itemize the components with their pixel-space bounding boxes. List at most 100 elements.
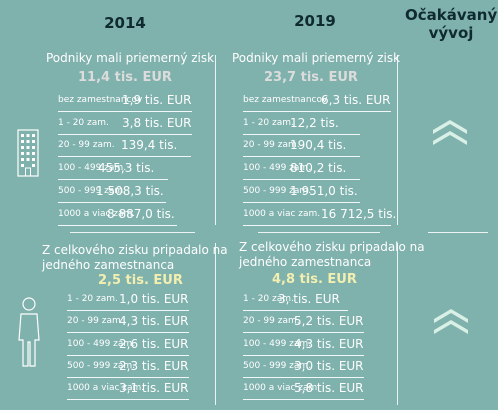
bottom-left-total: 2,5 tis. EUR xyxy=(98,273,183,288)
list-item: 1000 a viac zam. 16 712,5 tis. xyxy=(243,206,397,227)
top-left-total: 11,4 tis. EUR xyxy=(78,70,172,85)
bottom-right-title-line2: jedného zamestnanca xyxy=(239,255,372,269)
double-chevron-up-icon xyxy=(434,309,468,334)
list-item: 100 - 499 zam. 455,3 tis. xyxy=(58,161,208,181)
divider-horizontal-1 xyxy=(70,232,195,233)
row-label: 1 - 20 zam. xyxy=(58,117,109,128)
row-value: 190,4 tis. xyxy=(290,138,347,153)
row-label: bez zamestnancov xyxy=(58,95,143,105)
row-label: 100 - 499 zam. xyxy=(58,163,127,174)
row-underline xyxy=(243,354,364,356)
year-2014-header: 2014 xyxy=(104,14,146,32)
bottom-right-total: 4,8 tis. EUR xyxy=(272,272,357,287)
row-label: 100 - 499 zam. xyxy=(243,163,312,174)
expected-trend-line1: Očakávaný xyxy=(405,6,498,24)
divider-horizontal-3 xyxy=(428,232,488,233)
row-value: 8 887,0 tis. xyxy=(107,206,175,221)
list-item: 1 - 20 zam. 12,2 tis. xyxy=(243,116,393,136)
bottom-right-title-line1: Z celkového zisku pripadalo na xyxy=(239,240,425,254)
bottom-left-title-line1: Z celkového zisku pripadalo na xyxy=(42,243,228,257)
row-value: 1 951,0 tis. xyxy=(290,183,358,198)
row-label: 500 - 999 zam. xyxy=(58,185,127,196)
top-right-title: Podniky mali priemerný zisk xyxy=(232,51,401,65)
top-left-title: Podniky mali priemerný zisk xyxy=(46,51,215,65)
row-underline xyxy=(58,224,177,226)
row-value: 1 508,3 tis. xyxy=(96,183,164,198)
row-underline xyxy=(243,201,360,203)
row-underline xyxy=(67,332,189,334)
row-underline xyxy=(243,376,364,378)
row-value: 12,2 tis. xyxy=(290,115,339,130)
divider-horizontal-2 xyxy=(258,232,380,233)
row-label: 500 - 999 zam. xyxy=(67,360,136,371)
row-value: 5,2 tis. EUR xyxy=(294,314,364,329)
list-item: bez zamestnancov 6,3 tis. EUR xyxy=(243,93,393,113)
row-label: 1000 a viac zam. xyxy=(58,208,136,219)
list-item: 500 - 999 zam. 3,0 tis. EUR xyxy=(243,359,393,379)
row-label: 1 - 20 zam. xyxy=(67,294,118,304)
row-value: 3,0 tis. EUR xyxy=(294,358,364,373)
row-underline xyxy=(243,224,391,226)
bottom-right-title: Z celkového zisku pripadalo na jedného z… xyxy=(239,240,425,270)
row-value: 4,3 tis. EUR xyxy=(294,336,364,351)
double-chevron-up-icon xyxy=(433,120,467,145)
row-underline xyxy=(67,399,189,401)
row-underline xyxy=(58,111,192,112)
row-value: 3,1 tis. EUR xyxy=(119,381,189,396)
row-label: 1 - 20 zam. xyxy=(243,117,294,128)
row-label: 1000 a viac zam. xyxy=(243,383,321,394)
person-icon xyxy=(18,297,40,367)
list-item: 1000 a viac zam. 8 887,0 tis. xyxy=(58,207,208,227)
row-value: 5,8 tis. EUR xyxy=(294,381,364,396)
divider-vertical-3 xyxy=(215,243,216,405)
row-underline xyxy=(243,399,364,401)
row-value: 2,3 tis. EUR xyxy=(119,358,189,373)
row-underline xyxy=(243,179,360,181)
row-underline xyxy=(243,310,348,311)
row-value: 3,8 tis. EUR xyxy=(122,115,192,130)
row-value: 1,9 tis. EUR xyxy=(122,93,192,107)
row-label: 500 - 999 zam. xyxy=(243,185,312,196)
row-value: 3, tis. EUR xyxy=(278,292,340,306)
list-item: 500 - 999 zam. 1 508,3 tis. xyxy=(58,184,208,204)
divider-vertical-1 xyxy=(215,55,216,225)
list-item: 100 - 499 zam. 810,2 tis. xyxy=(243,161,393,181)
list-item: 500 - 999 zam. 2,3 tis. EUR xyxy=(67,359,217,379)
list-item: 20 - 99 zam. 139,4 tis. xyxy=(58,138,208,158)
row-underline xyxy=(67,310,189,311)
year-2019-header: 2019 xyxy=(294,12,336,30)
row-label: 100 - 499 zam. xyxy=(67,338,136,349)
row-label: 500 - 999 zam. xyxy=(243,360,312,371)
list-item: 20 - 99 zam. 190,4 tis. xyxy=(243,138,393,158)
row-value: 16 712,5 tis. xyxy=(321,206,397,221)
row-underline xyxy=(58,133,192,135)
list-item: 1 - 20 zam. 1,0 tis. EUR xyxy=(67,292,217,312)
list-item: 100 - 499 zam. 4,3 tis. EUR xyxy=(243,337,393,357)
row-label: 1000 a viac zam. xyxy=(67,383,145,394)
list-item: 20 - 99 zam. 5,2 tis. EUR xyxy=(243,314,393,334)
row-label: 1000 a viac zam. xyxy=(243,208,321,219)
list-item: bez zamestnancov 1,9 tis. EUR xyxy=(58,93,208,113)
list-item: 1 - 20 zam. 3, tis. EUR xyxy=(243,292,393,312)
list-item: 100 - 499 zam. 2,6 tis. EUR xyxy=(67,337,217,357)
building-icon xyxy=(17,129,39,177)
row-label: 20 - 99 zam. xyxy=(243,316,300,327)
row-label: 20 - 99 zam. xyxy=(67,316,124,327)
row-underline xyxy=(243,133,360,135)
row-value: 455,3 tis. xyxy=(98,161,155,176)
row-label: 100 - 499 zam. xyxy=(243,338,312,349)
divider-vertical-2 xyxy=(397,55,398,225)
divider-vertical-4 xyxy=(397,243,398,405)
row-value: 6,3 tis. EUR xyxy=(321,93,391,107)
row-label: bez zamestnancov xyxy=(243,95,328,105)
row-label: 20 - 99 zam. xyxy=(243,140,300,151)
bottom-left-title-line2: jedného zamestnanca xyxy=(42,258,175,272)
row-underline xyxy=(67,376,189,378)
row-underline xyxy=(243,332,364,334)
expected-trend-header: Očakávaný vývoj xyxy=(405,6,497,42)
row-value: 2,6 tis. EUR xyxy=(119,336,189,351)
row-value: 4,3 tis. EUR xyxy=(119,314,189,329)
bottom-left-title: Z celkového zisku pripadalo na jedného z… xyxy=(42,243,228,273)
expected-trend-line2: vývoj xyxy=(428,24,474,42)
